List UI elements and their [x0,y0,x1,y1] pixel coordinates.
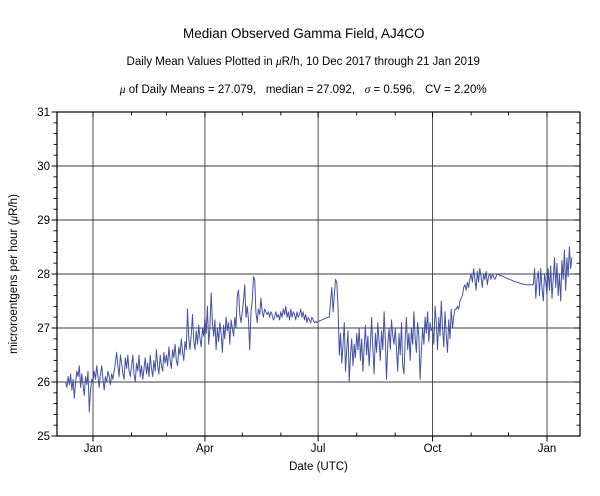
y-tick-label: 25 [37,431,50,443]
x-tick-label: Apr [196,443,214,455]
mu-symbol: μ [119,84,126,96]
sigma-symbol: σ [364,84,371,96]
x-tick-label: Jan [84,443,103,455]
subtitle-text-2: R/h, 10 Dec 2017 through 21 Jan 2019 [281,56,480,68]
data-series-line [65,246,573,413]
y-tick-label: 29 [37,215,50,227]
y-tick-label: 27 [37,323,50,335]
mu-symbol: μ [275,56,282,68]
subtitle-text-1: Daily Mean Values Plotted in [126,56,276,68]
chart-title-text: Median Observed Gamma Field, AJ4CO [182,26,425,41]
x-tick-label: Oct [424,443,443,455]
y-axis-title: microroentgens per hour (μR/h) [8,194,20,354]
x-axis-title: Date (UTC) [289,461,348,473]
chart-subtitle: Daily Mean Values Plotted in μR/h, 10 De… [0,44,600,68]
stats-text-1: of Daily Means = 27.079, median = 27.092… [125,84,365,96]
y-tick-label: 28 [37,269,50,281]
y-tick-label: 31 [37,107,50,119]
stats-text-2: = 0.596, CV = 2.20% [370,84,487,96]
y-tick-label: 26 [37,377,50,389]
chart-title: Median Observed Gamma Field, AJ4CO [0,11,600,41]
y-tick-label: 30 [37,161,50,173]
x-tick-label: Jan [538,443,557,455]
x-tick-label: Jul [311,443,326,455]
chart-stats: μ of Daily Means = 27.079, median = 27.0… [0,72,600,96]
plot-frame [56,111,581,437]
